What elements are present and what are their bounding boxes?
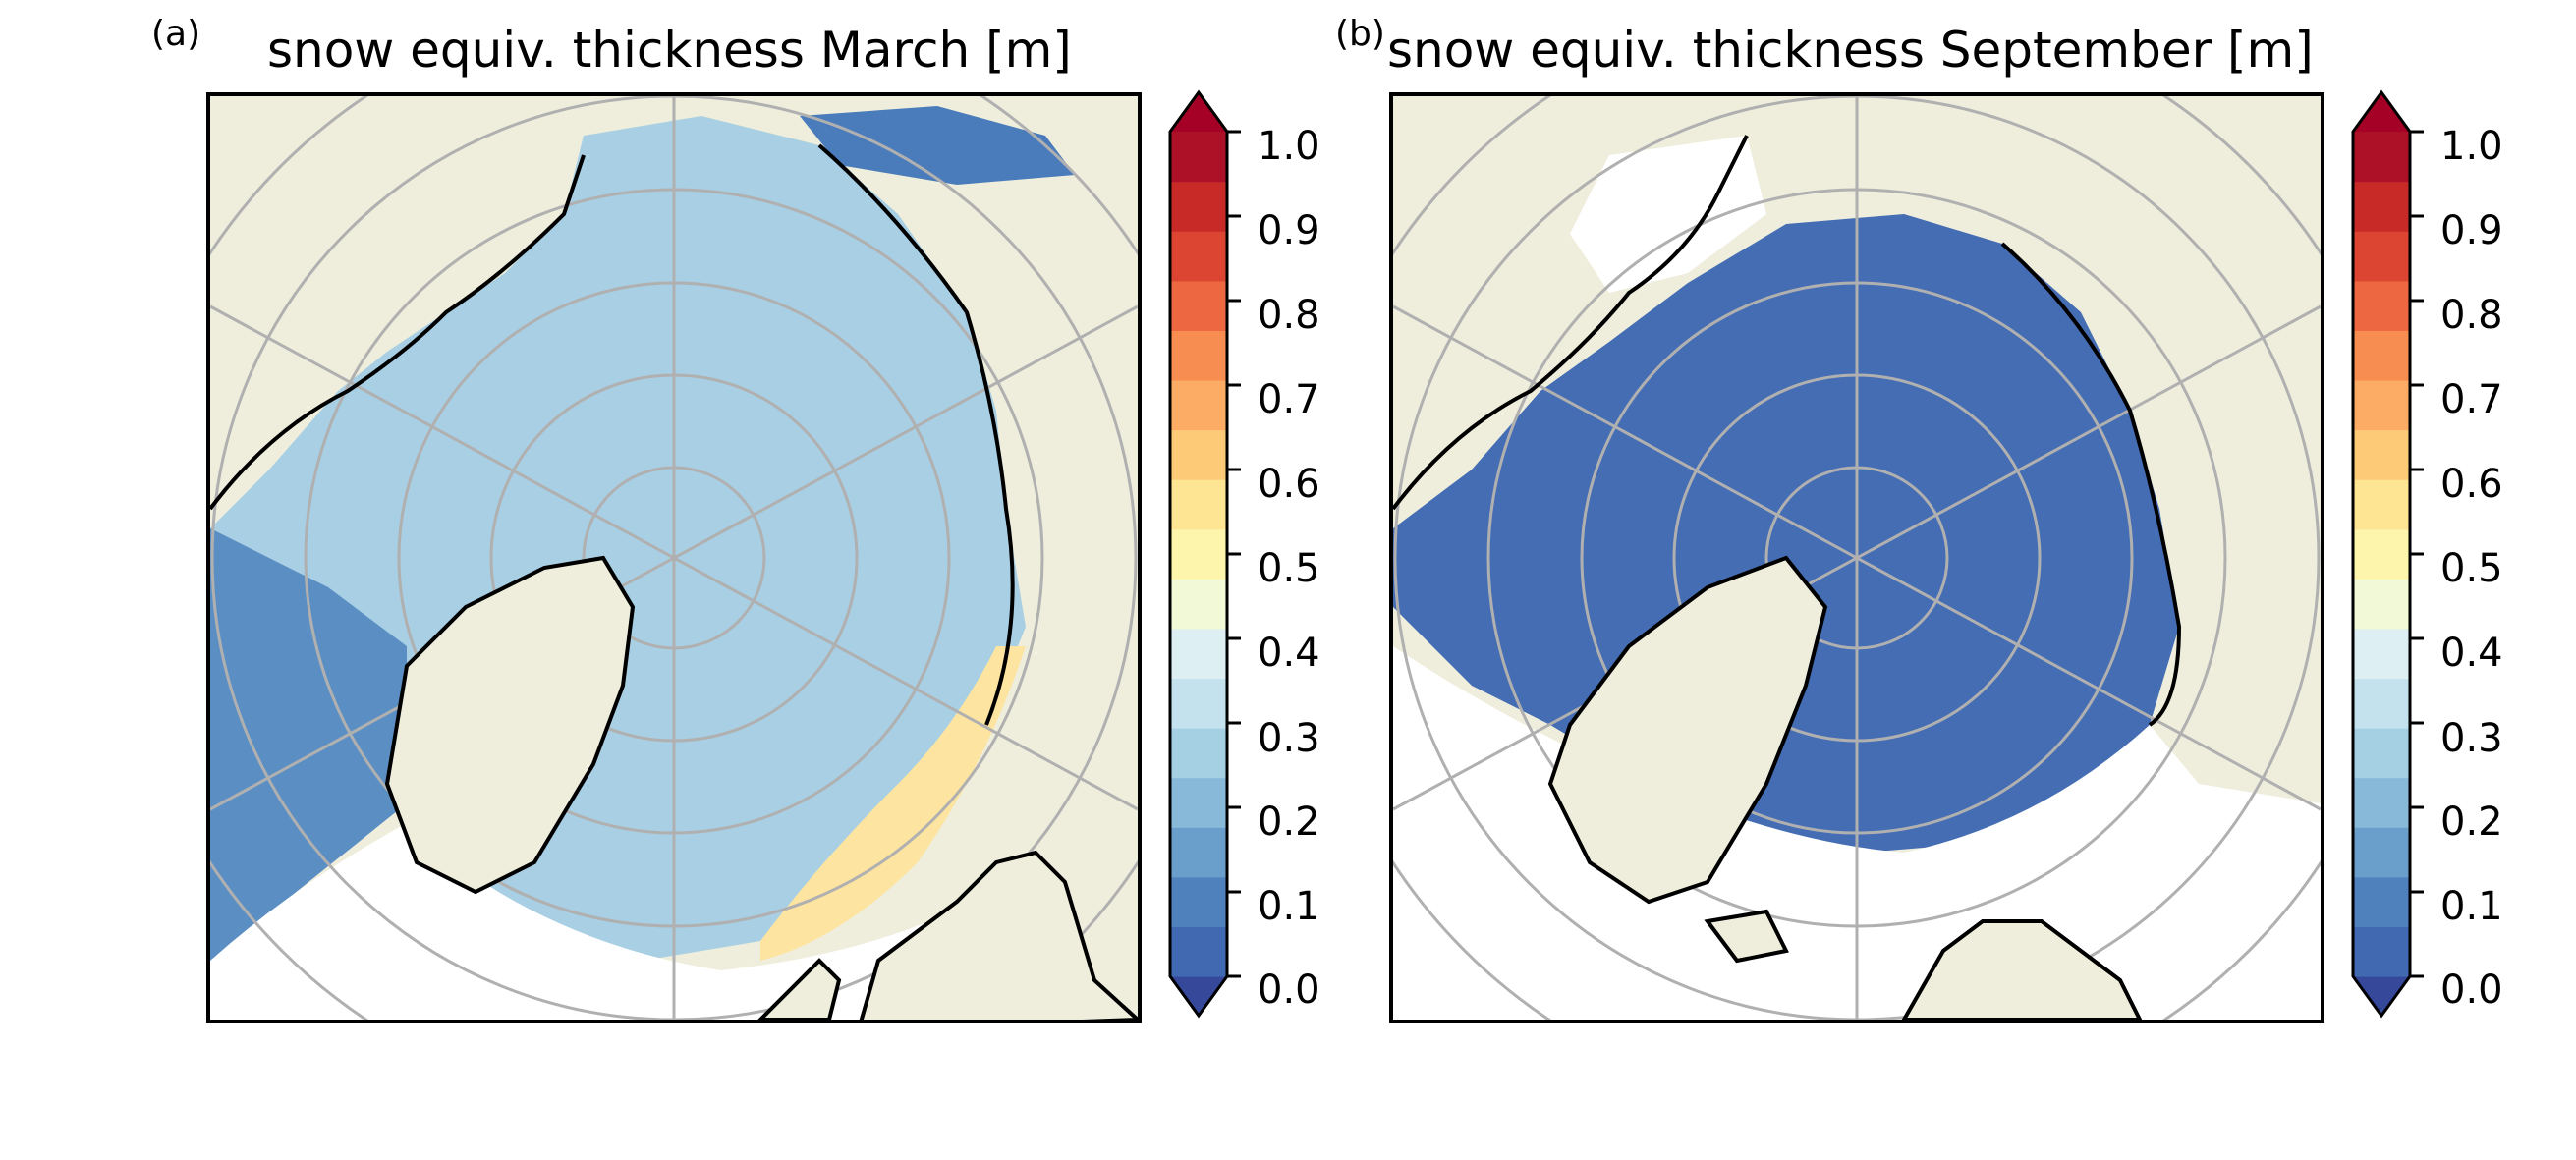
colorbar-extend-min (2353, 976, 2410, 1016)
colorbar-segment (2353, 777, 2410, 828)
colorbar-segment (2353, 379, 2410, 431)
panel-b: (b) snow equiv. thickness September [m] (1197, 0, 2503, 1160)
colorbar-tick-label: 0.1 (1258, 884, 1320, 929)
colorbar-tick-label: 0.3 (2440, 716, 2503, 761)
open-water (1393, 646, 2321, 1020)
polar-map (206, 92, 1142, 1023)
colorbar-tick-label: 0.0 (1258, 967, 1320, 1013)
colorbar-tick-label: 0.8 (2440, 293, 2503, 338)
colorbar-segment (2353, 579, 2410, 630)
thin-snow-region (210, 528, 407, 961)
coastline (210, 143, 1015, 726)
colorbar-segment (1170, 379, 1227, 431)
colorbar-tick-label: 0.0 (2440, 967, 2503, 1013)
colorbar-tick-label: 1.0 (2440, 124, 2503, 169)
colorbar-segment (1170, 777, 1227, 828)
colorbar-segment (2353, 132, 2410, 183)
colorbar-segment (1170, 479, 1227, 530)
map-svg (210, 96, 1138, 1020)
colorbar-segment (2353, 479, 2410, 530)
colorbar-extend-min (1170, 976, 1227, 1016)
colorbar-svg (1168, 89, 1241, 1019)
colorbar-segment (2353, 330, 2410, 381)
colorbar-extend-max (2353, 92, 2410, 132)
colorbar-svg (2351, 89, 2424, 1019)
colorbar-segment (1170, 181, 1227, 232)
colorbar (2351, 89, 2424, 1019)
colorbar-segment (2353, 280, 2410, 331)
colorbar-tick-label: 0.5 (2440, 546, 2503, 591)
sea-ice-area (1393, 214, 2179, 853)
colorbar-segment (2353, 678, 2410, 729)
thin-snow-region (800, 106, 1075, 185)
colorbar-tick-label: 0.5 (1258, 546, 1320, 591)
colorbar-segment (1170, 231, 1227, 282)
colorbar-segment (2353, 628, 2410, 680)
colorbar-segment (1170, 330, 1227, 381)
polar-map (1389, 92, 2324, 1023)
colorbar-tick-label: 0.4 (2440, 631, 2503, 676)
colorbar-segment (2353, 728, 2410, 779)
colorbar-segment (2353, 528, 2410, 580)
panel-a: (a) snow equiv. thickness March [m] (151, 14, 1320, 1023)
graticule (1393, 96, 2321, 1020)
colorbar-segment (1170, 876, 1227, 928)
coastline (1393, 135, 2182, 727)
colorbar-segment (1170, 628, 1227, 680)
colorbar-tick-label: 0.3 (1258, 716, 1320, 761)
colorbar-tick-label: 0.9 (2440, 208, 2503, 253)
panel-letter: (b) (1335, 14, 1385, 54)
colorbar-segment (1170, 280, 1227, 331)
colorbar-tick-label: 0.7 (1258, 377, 1320, 422)
colorbar-segment (1170, 132, 1227, 183)
colorbar-tick-label: 0.6 (2440, 462, 2503, 507)
colorbar-segment (1170, 528, 1227, 580)
colorbar-segment (1170, 678, 1227, 729)
coastline (384, 555, 1138, 1020)
colorbar-tick-label: 0.6 (1258, 462, 1320, 507)
panel-title: snow equiv. thickness September [m] (1387, 22, 2314, 79)
colorbar-segment (2353, 827, 2410, 878)
colorbar-segment (1170, 827, 1227, 878)
map-svg (1393, 96, 2321, 1020)
colorbar-segment (2353, 429, 2410, 480)
colorbar-segment (2353, 231, 2410, 282)
colorbar-tick-label: 0.9 (1258, 208, 1320, 253)
colorbar-segment (1170, 579, 1227, 630)
colorbar-segment (2353, 876, 2410, 928)
colorbar-tick-label: 0.2 (2440, 800, 2503, 845)
panel-title: snow equiv. thickness March [m] (267, 22, 1072, 79)
colorbar-tick-label: 1.0 (1258, 124, 1320, 169)
colorbar-segment (1170, 429, 1227, 480)
graticule (210, 96, 1138, 1020)
colorbar-segment (2353, 926, 2410, 977)
coastline (1547, 555, 2143, 1020)
open-water (1570, 136, 1766, 293)
colorbar-segment (1170, 926, 1227, 977)
colorbar-tick-label: 0.1 (2440, 884, 2503, 929)
colorbar-segment (2353, 181, 2410, 232)
colorbar-tick-label: 0.4 (1258, 631, 1320, 676)
panel-letter: (a) (151, 14, 201, 54)
colorbar (1168, 89, 1241, 1019)
thick-snow-band (760, 646, 1026, 961)
colorbar-tick-label: 0.2 (1258, 800, 1320, 845)
colorbar-tick-label: 0.8 (1258, 293, 1320, 338)
colorbar-tick-label: 0.7 (2440, 377, 2503, 422)
colorbar-extend-max (1170, 92, 1227, 132)
colorbar-segment (1170, 728, 1227, 779)
